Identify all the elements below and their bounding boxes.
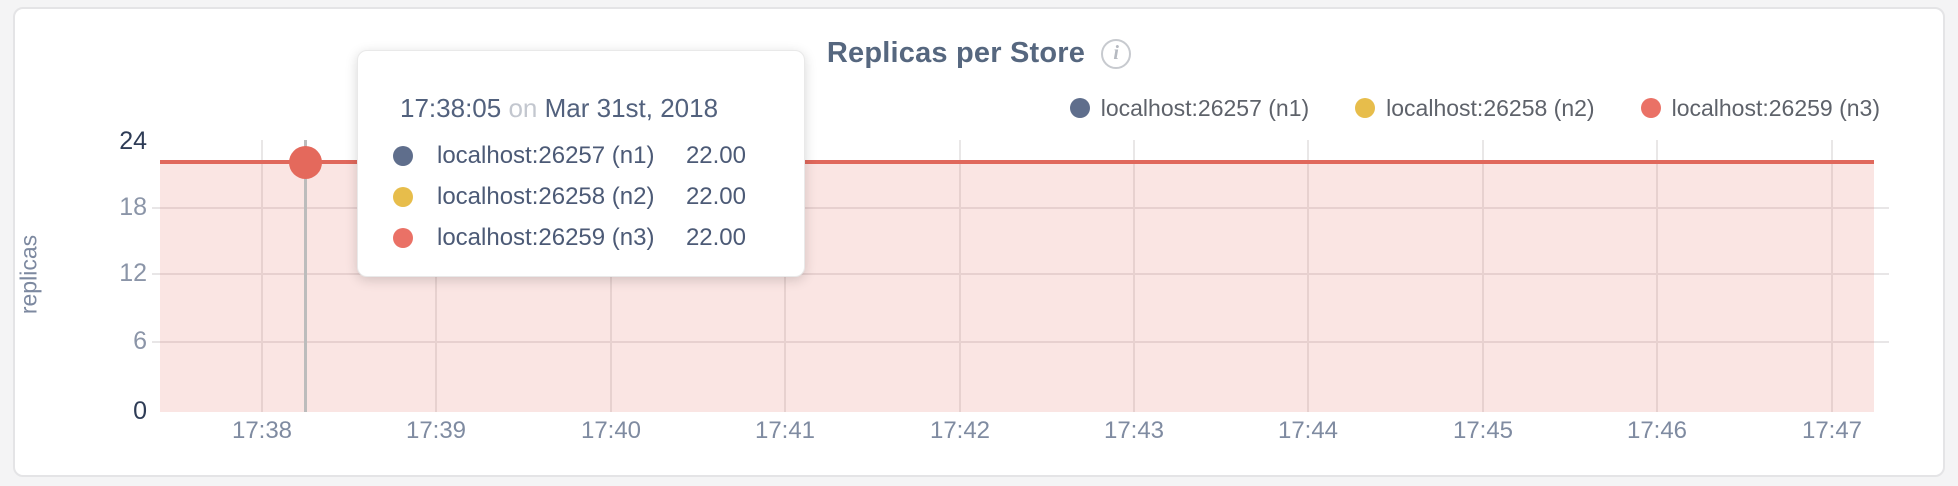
tooltip-time: 17:38:05 [400,93,502,123]
hover-point [289,146,322,179]
legend-item-n3[interactable]: localhost:26259 (n3) [1640,94,1880,122]
y-tick-label: 0 [133,397,147,425]
tooltip-series-label: localhost:26259 (n3) [437,223,655,251]
gridline-vertical [1133,140,1135,412]
chart-title: Replicas per Store [826,37,1086,69]
tooltip-row: localhost:26259 (n3) 22.00 [358,217,804,258]
y-tick-label: 24 [119,127,147,155]
x-tick-label: 17:39 [405,417,467,444]
gridline-vertical [1307,140,1309,412]
legend: localhost:26257 (n1) localhost:26258 (n2… [1069,93,1880,123]
info-icon[interactable]: i [1101,38,1132,69]
tooltip-series-value: 22.00 [685,141,746,169]
series-swatch-icon [393,186,413,207]
plot-area[interactable] [15,9,1943,475]
tooltip-row: localhost:26257 (n1) 22.00 [358,135,804,176]
series-swatch-icon [1640,98,1661,118]
y-tick-label: 12 [119,259,147,287]
y-tick-label: 6 [133,327,147,355]
gridline-vertical [1656,140,1658,412]
tooltip-series-label: localhost:26258 (n2) [437,182,655,210]
gridline-vertical [1831,140,1833,412]
gridline-vertical [959,140,961,412]
gridline-horizontal [152,273,1889,275]
tooltip-timestamp: 17:38:05 on Mar 31st, 2018 [400,93,718,124]
x-tick-label: 17:44 [1277,417,1339,444]
series-swatch-icon [1069,98,1090,118]
x-tick-label: 17:45 [1452,417,1514,444]
legend-label: localhost:26258 (n2) [1386,94,1595,121]
y-tick-label: 18 [119,193,147,221]
chart-panel: Replicas per Store i localhost:26257 (n1… [13,7,1945,477]
tooltip-rows: localhost:26257 (n1) 22.00 localhost:262… [358,135,804,258]
hover-guideline [304,140,307,412]
x-tick-label: 17:41 [754,417,816,444]
gridline-horizontal [152,341,1889,343]
series-swatch-icon [393,145,413,166]
legend-item-n1[interactable]: localhost:26257 (n1) [1069,94,1310,122]
x-tick-label: 17:38 [231,417,293,444]
series-line [160,160,1874,164]
series-swatch-icon [1355,98,1376,118]
x-tick-label: 17:43 [1103,417,1165,444]
x-tick-label: 17:47 [1801,417,1863,444]
tooltip-date: Mar 31st, 2018 [544,93,719,123]
tooltip: 17:38:05 on Mar 31st, 2018 localhost:262… [357,50,805,277]
tooltip-connector: on [508,93,538,123]
gridline-vertical [261,140,263,412]
tooltip-series-value: 22.00 [685,182,746,210]
gridline-vertical [1482,140,1484,412]
legend-label: localhost:26257 (n1) [1100,94,1310,121]
tooltip-row: localhost:26258 (n2) 22.00 [358,176,804,217]
x-tick-label: 17:40 [580,417,642,444]
chart-header: Replicas per Store i [15,37,1943,70]
legend-label: localhost:26259 (n3) [1671,94,1880,121]
gridline-horizontal [152,207,1889,209]
series-swatch-icon [393,227,413,248]
tooltip-series-label: localhost:26257 (n1) [437,141,655,169]
x-tick-label: 17:42 [929,417,991,444]
tooltip-series-value: 22.00 [685,223,746,251]
legend-item-n2[interactable]: localhost:26258 (n2) [1355,94,1595,122]
x-tick-label: 17:46 [1626,417,1688,444]
